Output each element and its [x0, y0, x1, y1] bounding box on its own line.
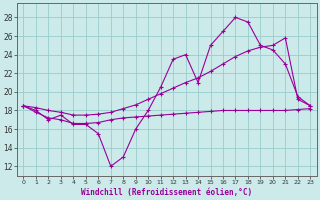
X-axis label: Windchill (Refroidissement éolien,°C): Windchill (Refroidissement éolien,°C) [81, 188, 252, 197]
